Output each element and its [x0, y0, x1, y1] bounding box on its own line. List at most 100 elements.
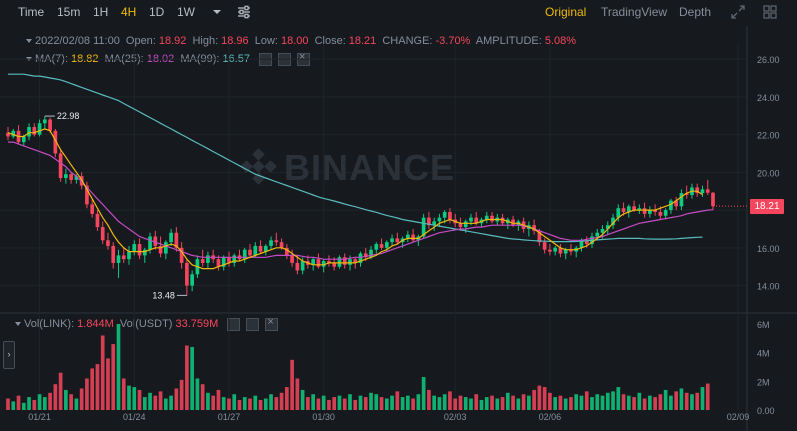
candle-body	[658, 211, 663, 216]
volume-bar	[48, 392, 52, 410]
volume-bar	[669, 395, 673, 410]
candle-body	[469, 217, 473, 222]
volume-bar	[369, 392, 373, 410]
candle-body	[527, 225, 531, 229]
volume-bar	[111, 344, 116, 410]
volume-bar	[642, 398, 647, 410]
volume-bar	[437, 397, 442, 410]
ma-visibility-icon[interactable]	[259, 53, 273, 66]
volume-bar	[400, 397, 405, 410]
volume-visibility-icon[interactable]	[227, 318, 241, 331]
candle-body	[21, 136, 26, 143]
ma99-label: MA(99):	[180, 53, 220, 66]
candle-body	[427, 217, 431, 226]
volume-bar	[64, 389, 68, 410]
volume-bar	[453, 398, 458, 410]
indicator-settings-icon[interactable]	[236, 4, 252, 20]
ma-close-icon[interactable]	[297, 51, 311, 66]
candle-body	[700, 189, 705, 194]
volume-bar	[363, 397, 368, 410]
candle-body	[369, 249, 373, 258]
volume-settings-icon[interactable]	[246, 318, 260, 331]
volume-bar	[579, 395, 584, 410]
candle-body	[153, 236, 158, 246]
collapse-info-icon[interactable]	[26, 38, 32, 43]
volume-bar	[511, 395, 515, 410]
volume-bar	[658, 394, 663, 410]
candle-body	[190, 274, 194, 286]
view-depth[interactable]: Depth	[679, 5, 712, 19]
open-label: Open:	[125, 35, 156, 47]
interval-1d[interactable]: 1D	[149, 5, 165, 19]
ma99-value: 16.57	[222, 53, 250, 66]
layout-grid-icon[interactable]	[762, 4, 778, 20]
vol-usdt-value: 33.759M	[175, 318, 219, 331]
candle-body	[258, 245, 263, 252]
volume-bar	[90, 368, 95, 410]
candle-body	[363, 253, 368, 258]
volume-bar	[279, 392, 284, 410]
volume-bar	[479, 399, 484, 410]
volume-bar	[563, 398, 568, 410]
time-axis: 01/21 01/24 01/27 01/30 02/03 02/06 02/09	[28, 412, 749, 422]
candle-body	[69, 174, 73, 180]
interval-1h[interactable]: 1H	[93, 5, 109, 19]
candle-body	[711, 192, 715, 207]
volume-bar	[6, 398, 10, 410]
vol-usdt-label: Vol(USDT)	[119, 318, 173, 331]
view-original[interactable]: Original	[545, 5, 587, 19]
collapse-ma-icon[interactable]	[26, 57, 32, 61]
volume-bar	[206, 392, 210, 410]
candle-body	[648, 210, 652, 214]
binance-logo-icon	[240, 148, 277, 185]
volume-bar	[421, 377, 426, 410]
interval-15m[interactable]: 15m	[57, 5, 81, 19]
candle-body	[121, 255, 126, 260]
candle-body	[558, 247, 563, 254]
volume-bar	[695, 392, 700, 410]
view-tradingview[interactable]: TradingView	[601, 5, 668, 19]
volume-bar	[679, 388, 684, 410]
candles	[6, 116, 715, 296]
candle-body	[306, 261, 310, 265]
volume-bar	[148, 392, 152, 410]
volume-bar	[395, 391, 400, 410]
volume-bar	[263, 398, 268, 410]
candle-body	[342, 257, 347, 265]
interval-4h[interactable]: 4H	[121, 5, 137, 19]
candle-body	[395, 238, 400, 243]
volume-bar	[311, 394, 315, 410]
low-label: Low:	[254, 35, 278, 47]
candle-body	[542, 242, 547, 250]
candle-body	[127, 251, 131, 260]
interval-time[interactable]: Time	[18, 5, 45, 19]
volume-tick-label: 4M	[757, 349, 770, 359]
interval-1w[interactable]: 1W	[177, 5, 195, 19]
expand-panel-button[interactable]: ›	[3, 341, 15, 369]
open-value: 18.92	[158, 35, 187, 47]
ma-settings-icon[interactable]	[278, 53, 292, 66]
fullscreen-icon[interactable]	[730, 4, 746, 20]
more-intervals-chevron-icon[interactable]	[209, 4, 225, 20]
candle-body	[79, 176, 84, 186]
candle-body	[11, 130, 16, 137]
candle-body	[48, 119, 52, 131]
volume-bar	[558, 395, 563, 410]
volume-bar	[427, 389, 431, 410]
volume-tick-label: 2M	[757, 377, 770, 387]
candle-body	[37, 123, 42, 135]
volume-bar	[542, 387, 547, 410]
volume-bar	[663, 389, 668, 410]
time-tick-label: 01/27	[218, 412, 241, 422]
volume-bar	[232, 394, 237, 410]
candle-body	[384, 242, 389, 248]
volume-bar	[648, 395, 652, 410]
price-tick-label: 26.00	[757, 55, 780, 65]
candle-body	[532, 225, 536, 231]
volume-bar	[37, 394, 42, 410]
close-label: Close:	[314, 35, 346, 47]
candle-body	[27, 127, 31, 137]
volume-close-icon[interactable]	[265, 316, 279, 331]
watermark: BINANCE	[240, 147, 454, 188]
collapse-volume-icon[interactable]	[15, 322, 21, 326]
